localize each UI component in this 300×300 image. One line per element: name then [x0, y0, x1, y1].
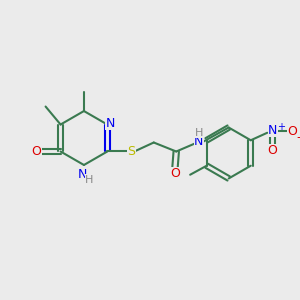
Text: H: H [194, 128, 203, 138]
Text: N: N [106, 116, 115, 130]
Text: O: O [32, 145, 41, 158]
Text: +: + [277, 122, 285, 132]
Text: O: O [268, 144, 278, 157]
Text: -: - [296, 131, 300, 144]
Text: O: O [170, 167, 180, 181]
Text: N: N [78, 168, 87, 181]
Text: S: S [127, 145, 135, 158]
Text: N: N [194, 134, 203, 148]
Text: O: O [287, 125, 297, 138]
Text: H: H [85, 175, 94, 184]
Text: N: N [268, 124, 277, 137]
